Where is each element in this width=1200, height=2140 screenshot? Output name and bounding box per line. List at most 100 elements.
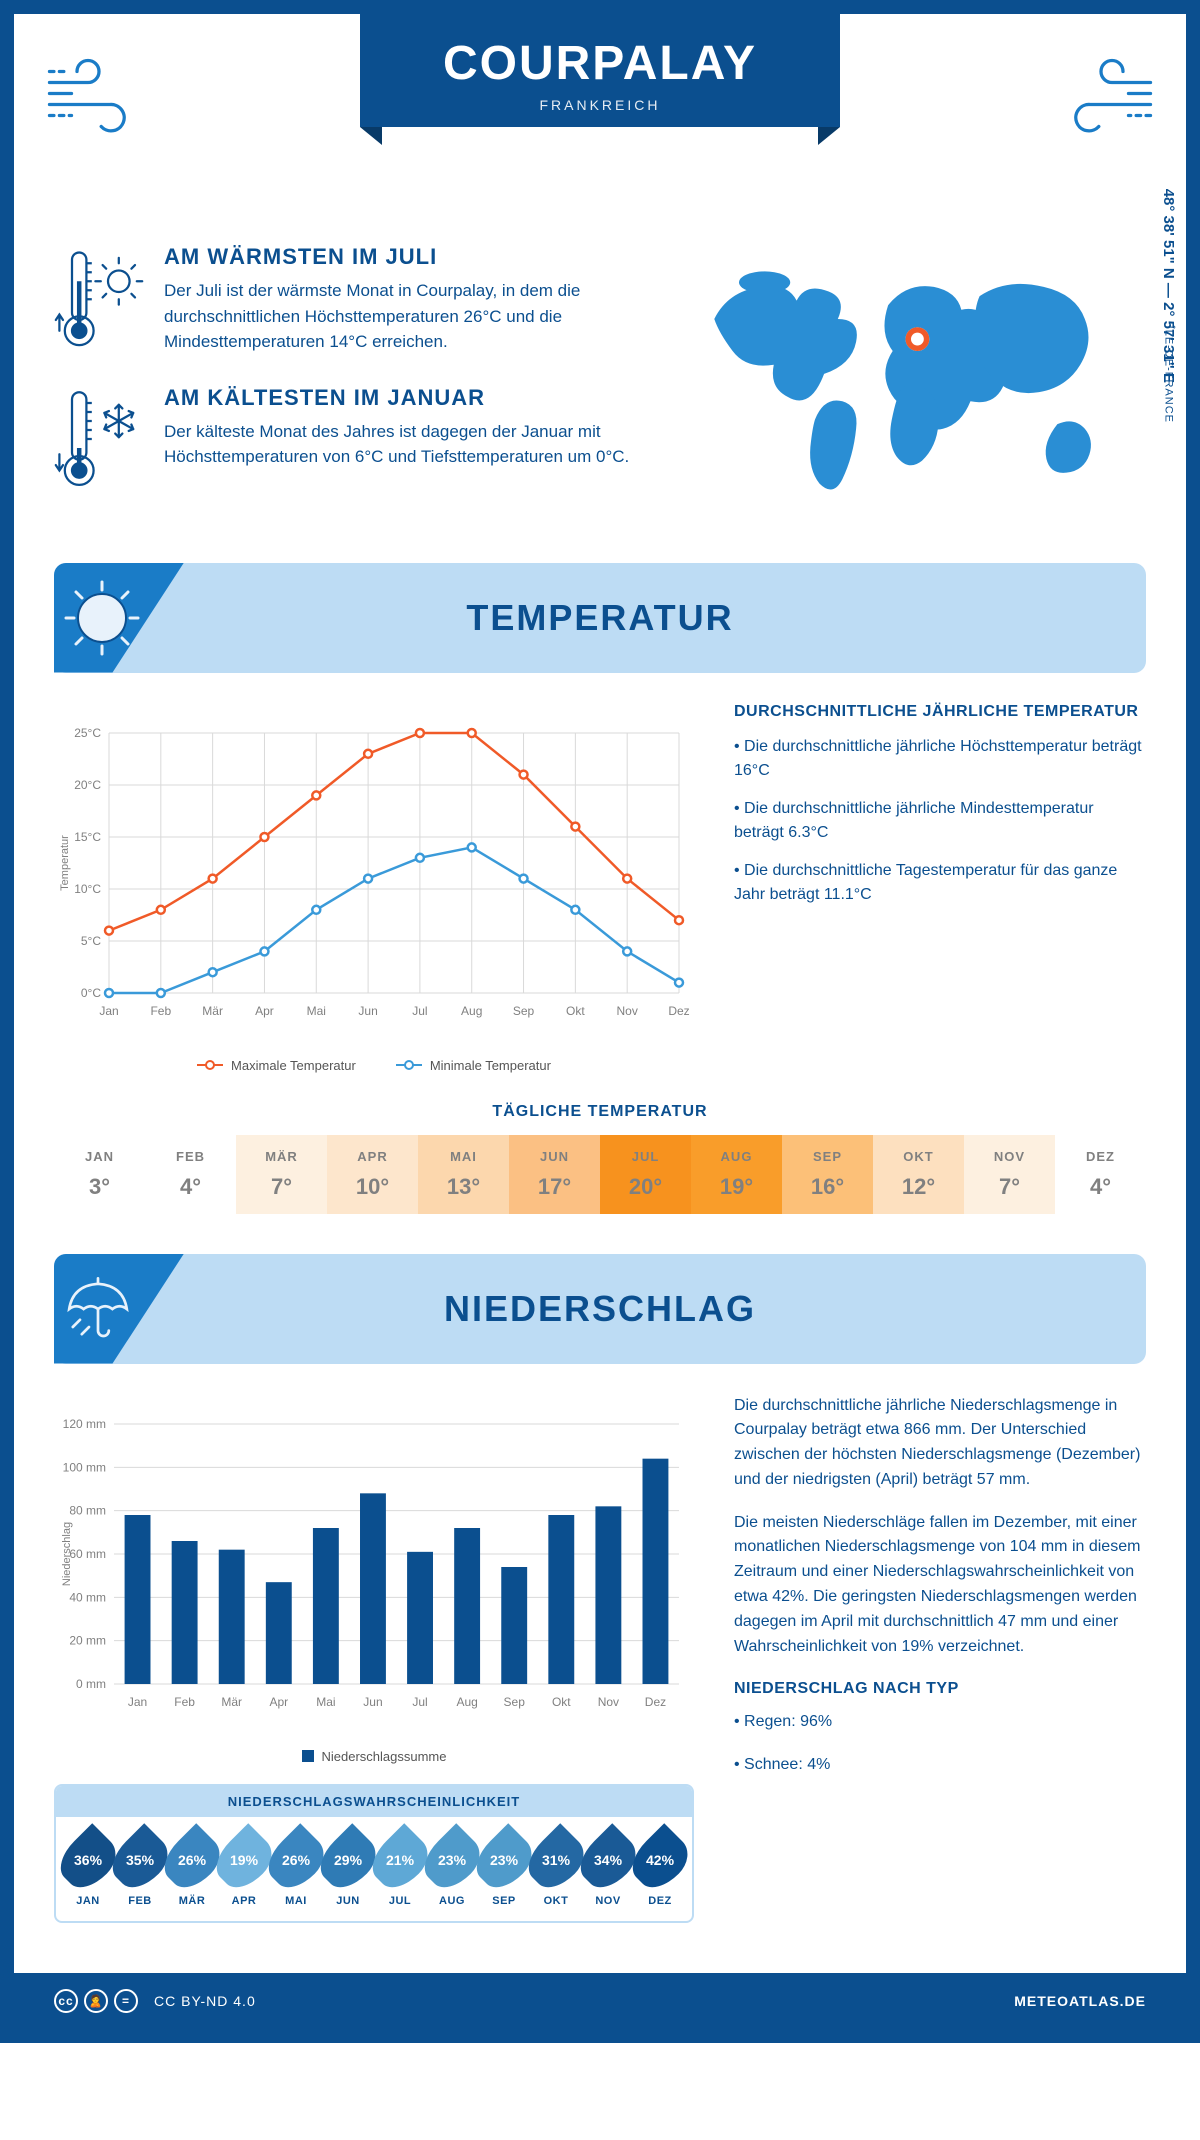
svg-text:Jun: Jun bbox=[358, 1004, 377, 1018]
svg-text:Temperatur: Temperatur bbox=[59, 834, 71, 890]
wind-icon bbox=[44, 54, 154, 144]
temperature-chart: 0°C5°C10°C15°C20°C25°CJanFebMärAprMaiJun… bbox=[54, 703, 694, 1073]
svg-text:Mär: Mär bbox=[221, 1695, 242, 1709]
license-block: cc 🙎 = CC BY-ND 4.0 bbox=[54, 1989, 256, 2013]
probability-drop: 34%NOV bbox=[585, 1831, 631, 1907]
daily-temperature-title: TÄGLICHE TEMPERATUR bbox=[54, 1103, 1146, 1121]
svg-text:25°C: 25°C bbox=[74, 726, 101, 740]
svg-text:Jul: Jul bbox=[412, 1004, 427, 1018]
page-title: COURPALAY bbox=[370, 36, 830, 91]
svg-text:0°C: 0°C bbox=[81, 986, 101, 1000]
svg-text:Mai: Mai bbox=[316, 1695, 335, 1709]
svg-text:Aug: Aug bbox=[461, 1004, 482, 1018]
legend-min: Minimale Temperatur bbox=[430, 1058, 551, 1073]
license-text: CC BY-ND 4.0 bbox=[154, 1993, 256, 2009]
footer: cc 🙎 = CC BY-ND 4.0 METEOATLAS.DE bbox=[14, 1973, 1186, 2029]
daily-cell: MAI13° bbox=[418, 1135, 509, 1214]
svg-text:Apr: Apr bbox=[255, 1004, 274, 1018]
by-icon: 🙎 bbox=[84, 1989, 108, 2013]
temperature-legend: Maximale Temperatur Minimale Temperatur bbox=[54, 1058, 694, 1073]
probability-drop: 23%AUG bbox=[429, 1831, 475, 1907]
daily-cell: APR10° bbox=[327, 1135, 418, 1214]
probability-drop: 31%OKT bbox=[533, 1831, 579, 1907]
probability-drop: 23%SEP bbox=[481, 1831, 527, 1907]
svg-text:Niederschlag: Niederschlag bbox=[61, 1521, 73, 1585]
fact-warmest-title: AM WÄRMSTEN IM JULI bbox=[164, 244, 646, 270]
legend-precip: Niederschlagssumme bbox=[322, 1749, 447, 1764]
intro-section: AM WÄRMSTEN IM JULI Der Juli ist der wär… bbox=[54, 244, 1146, 523]
fact-coldest-title: AM KÄLTESTEN IM JANUAR bbox=[164, 385, 646, 411]
svg-text:20°C: 20°C bbox=[74, 778, 101, 792]
page-subtitle: FRANKREICH bbox=[370, 97, 830, 113]
nd-icon: = bbox=[114, 1989, 138, 2013]
svg-text:Jan: Jan bbox=[128, 1695, 147, 1709]
fact-coldest-text: Der kälteste Monat des Jahres ist dagege… bbox=[164, 419, 646, 470]
precip-type-1: • Regen: 96% bbox=[734, 1710, 1146, 1735]
daily-cell: JAN3° bbox=[54, 1135, 145, 1214]
probability-drop: 36%JAN bbox=[65, 1831, 111, 1907]
title-banner: COURPALAY FRANKREICH bbox=[360, 14, 840, 127]
thermometer-snow-icon bbox=[54, 385, 144, 493]
precip-summary: Die durchschnittliche jährliche Niedersc… bbox=[734, 1394, 1146, 1923]
daily-cell: AUG19° bbox=[691, 1135, 782, 1214]
probability-drop: 42%DEZ bbox=[637, 1831, 683, 1907]
daily-cell: OKT12° bbox=[873, 1135, 964, 1214]
probability-drop: 19%APR bbox=[221, 1831, 267, 1907]
svg-text:120 mm: 120 mm bbox=[63, 1417, 106, 1431]
fact-warmest: AM WÄRMSTEN IM JULI Der Juli ist der wär… bbox=[54, 244, 646, 355]
precip-probability-title: NIEDERSCHLAGSWAHRSCHEINLICHKEIT bbox=[56, 1786, 692, 1817]
svg-text:Okt: Okt bbox=[566, 1004, 585, 1018]
section-temperature-banner: TEMPERATUR bbox=[54, 563, 1146, 673]
svg-text:Jul: Jul bbox=[412, 1695, 427, 1709]
svg-text:5°C: 5°C bbox=[81, 934, 101, 948]
svg-text:Aug: Aug bbox=[456, 1695, 477, 1709]
section-precip-banner: NIEDERSCHLAG bbox=[54, 1254, 1146, 1364]
probability-drop: 29%JUN bbox=[325, 1831, 371, 1907]
precip-paragraph-1: Die durchschnittliche jährliche Niedersc… bbox=[734, 1394, 1146, 1493]
sun-icon bbox=[62, 578, 142, 658]
precip-chart: 0 mm20 mm40 mm60 mm80 mm100 mm120 mmJanF… bbox=[54, 1394, 694, 1764]
section-precip-title: NIEDERSCHLAG bbox=[444, 1288, 756, 1330]
svg-text:Mär: Mär bbox=[202, 1004, 223, 1018]
svg-text:Dez: Dez bbox=[668, 1004, 689, 1018]
precip-probability-box: NIEDERSCHLAGSWAHRSCHEINLICHKEIT 36%JAN35… bbox=[54, 1784, 694, 1923]
section-temperature-title: TEMPERATUR bbox=[466, 597, 733, 639]
daily-cell: MÄR7° bbox=[236, 1135, 327, 1214]
svg-text:Feb: Feb bbox=[150, 1004, 171, 1018]
daily-cell: NOV7° bbox=[964, 1135, 1055, 1214]
svg-text:Nov: Nov bbox=[617, 1004, 638, 1018]
svg-text:15°C: 15°C bbox=[74, 830, 101, 844]
fact-warmest-text: Der Juli ist der wärmste Monat in Courpa… bbox=[164, 278, 646, 355]
svg-text:Sep: Sep bbox=[513, 1004, 535, 1018]
daily-cell: DEZ4° bbox=[1055, 1135, 1146, 1214]
svg-text:20 mm: 20 mm bbox=[69, 1633, 106, 1647]
svg-text:0 mm: 0 mm bbox=[76, 1677, 106, 1691]
svg-text:Sep: Sep bbox=[504, 1695, 526, 1709]
probability-drop: 35%FEB bbox=[117, 1831, 163, 1907]
temperature-bullet-3: • Die durchschnittliche Tagestemperatur … bbox=[734, 859, 1146, 907]
precip-paragraph-2: Die meisten Niederschläge fallen im Deze… bbox=[734, 1511, 1146, 1660]
header: COURPALAY FRANKREICH bbox=[54, 44, 1146, 234]
svg-text:Dez: Dez bbox=[645, 1695, 666, 1709]
temperature-bullet-2: • Die durchschnittliche jährliche Mindes… bbox=[734, 797, 1146, 845]
precip-type-2: • Schnee: 4% bbox=[734, 1753, 1146, 1778]
daily-cell: FEB4° bbox=[145, 1135, 236, 1214]
svg-text:100 mm: 100 mm bbox=[63, 1460, 106, 1474]
daily-cell: JUL20° bbox=[600, 1135, 691, 1214]
temperature-summary: DURCHSCHNITTLICHE JÄHRLICHE TEMPERATUR •… bbox=[734, 703, 1146, 1073]
precip-legend: Niederschlagssumme bbox=[54, 1749, 694, 1764]
region-label: ÎLE-DE-FRANCE bbox=[1162, 325, 1174, 422]
daily-temperature-strip: JAN3°FEB4°MÄR7°APR10°MAI13°JUN17°JUL20°A… bbox=[54, 1135, 1146, 1214]
probability-drop: 26%MÄR bbox=[169, 1831, 215, 1907]
svg-text:60 mm: 60 mm bbox=[69, 1547, 106, 1561]
fact-coldest: AM KÄLTESTEN IM JANUAR Der kälteste Mona… bbox=[54, 385, 646, 493]
svg-text:Mai: Mai bbox=[307, 1004, 326, 1018]
svg-text:80 mm: 80 mm bbox=[69, 1503, 106, 1517]
svg-text:Apr: Apr bbox=[269, 1695, 288, 1709]
probability-drop: 26%MAI bbox=[273, 1831, 319, 1907]
wind-icon bbox=[1046, 54, 1156, 144]
temperature-summary-heading: DURCHSCHNITTLICHE JÄHRLICHE TEMPERATUR bbox=[734, 703, 1146, 721]
svg-text:10°C: 10°C bbox=[74, 882, 101, 896]
world-map: 48° 38' 51" N — 2° 57' 31" E ÎLE-DE-FRAN… bbox=[676, 244, 1146, 523]
thermometer-sun-icon bbox=[54, 244, 144, 355]
